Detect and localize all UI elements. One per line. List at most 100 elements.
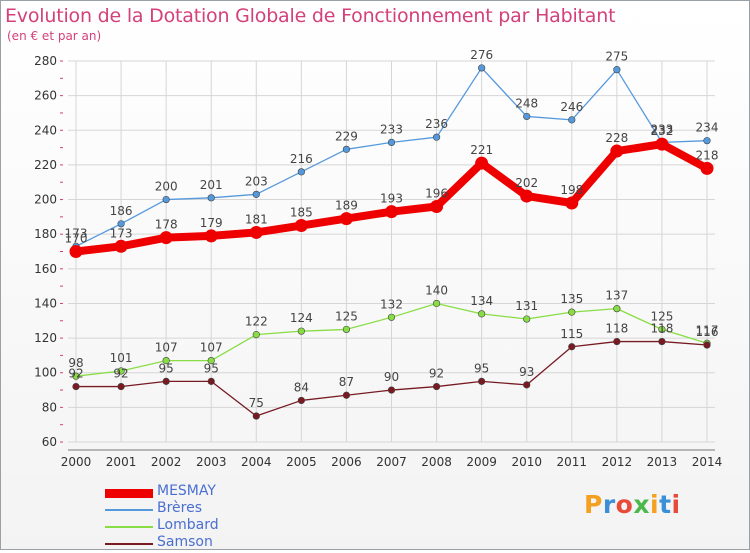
data-point: [387, 138, 396, 146]
y-tick-label: 260: [34, 89, 57, 103]
data-point: [568, 308, 576, 316]
data-label: 140: [425, 283, 448, 297]
x-tick-label: 2010: [511, 455, 542, 469]
x-tick-label: 2012: [602, 455, 633, 469]
data-label: 275: [605, 50, 628, 64]
data-point: [297, 396, 305, 405]
data-label: 107: [155, 341, 178, 355]
legend-swatch-lombard: [105, 526, 153, 528]
data-point: [703, 137, 711, 145]
data-point: [568, 116, 576, 124]
data-label: 248: [515, 96, 538, 110]
y-tick-label: 180: [34, 227, 57, 241]
data-label: 216: [290, 152, 313, 166]
data-label: 137: [605, 289, 628, 303]
data-label: 276: [470, 48, 493, 62]
data-label: 87: [339, 375, 354, 389]
data-label: 246: [560, 100, 583, 114]
data-point: [339, 212, 353, 226]
logo-letter: t: [659, 490, 672, 519]
data-point: [207, 194, 215, 202]
y-tick-label: 240: [34, 123, 57, 137]
data-label: 198: [560, 183, 583, 197]
data-point: [568, 343, 576, 351]
data-point: [613, 66, 621, 74]
data-point: [700, 161, 714, 175]
legend-label-breres: Brères: [157, 500, 203, 516]
x-tick-label: 2009: [466, 455, 497, 469]
data-point: [430, 199, 444, 213]
legend-swatch-breres: [105, 509, 153, 511]
data-point: [114, 239, 128, 253]
data-point: [478, 64, 486, 72]
x-tick-label: 2007: [376, 455, 407, 469]
data-point: [162, 195, 170, 204]
data-label: 232: [650, 124, 673, 138]
data-label: 75: [249, 396, 264, 410]
data-label: 236: [425, 117, 448, 131]
data-point: [297, 327, 305, 335]
data-label: 122: [245, 315, 268, 329]
x-tick-label: 2011: [557, 455, 588, 469]
data-point: [658, 337, 666, 346]
data-point: [297, 168, 305, 176]
data-label: 186: [110, 204, 133, 218]
data-point: [385, 205, 398, 219]
data-label: 181: [245, 212, 268, 226]
y-tick-label: 60: [42, 435, 57, 449]
data-label: 116: [696, 325, 719, 339]
data-point: [162, 357, 170, 365]
chart-title: Evolution de la Dotation Globale de Fonc…: [5, 5, 616, 27]
logo-letter: o: [615, 490, 634, 519]
chart-subtitle: (en € et par an): [7, 29, 102, 43]
data-point: [520, 189, 534, 203]
data-label: 101: [110, 351, 133, 365]
data-point: [72, 382, 80, 391]
data-label: 202: [515, 176, 538, 190]
logo-letter: i: [671, 490, 681, 519]
data-point: [523, 315, 531, 323]
y-tick-label: 100: [34, 366, 57, 380]
grid: [68, 60, 715, 443]
data-point: [475, 156, 489, 170]
data-label: 201: [200, 178, 223, 192]
data-label: 107: [200, 341, 223, 355]
data-label: 173: [110, 226, 133, 240]
data-point: [387, 313, 396, 321]
data-point: [523, 112, 531, 121]
data-label: 196: [425, 186, 448, 200]
data-label: 84: [294, 380, 309, 394]
data-point: [159, 231, 173, 245]
y-tick-label: 160: [34, 262, 57, 276]
x-tick-label: 2005: [286, 455, 317, 469]
y-tick-label: 220: [34, 158, 57, 172]
x-tick-label: 2002: [151, 455, 182, 469]
x-tick-label: 2014: [692, 455, 723, 469]
data-label: 118: [605, 322, 628, 336]
data-label: 135: [560, 292, 583, 306]
data-point: [432, 382, 441, 391]
data-label: 221: [470, 143, 493, 157]
data-label: 95: [474, 361, 489, 375]
data-point: [655, 137, 669, 151]
data-label: 170: [65, 232, 88, 246]
data-label: 115: [560, 327, 583, 341]
data-label: 117: [696, 323, 719, 337]
data-label: 92: [68, 367, 83, 381]
data-point: [117, 382, 125, 391]
data-label: 233: [650, 122, 673, 136]
data-label: 234: [696, 121, 719, 135]
y-tick-label: 280: [34, 54, 57, 68]
x-tick-label: 2000: [61, 455, 92, 469]
series-lines: [69, 64, 714, 420]
data-label: 203: [245, 174, 268, 188]
data-point: [342, 325, 351, 334]
x-tick-label: 2006: [331, 455, 362, 469]
x-tick-label: 2013: [647, 455, 678, 469]
data-label: 95: [159, 361, 174, 375]
data-label: 131: [515, 299, 538, 313]
data-label: 132: [380, 297, 403, 311]
data-label: 125: [335, 309, 358, 323]
data-label: 90: [384, 370, 399, 384]
